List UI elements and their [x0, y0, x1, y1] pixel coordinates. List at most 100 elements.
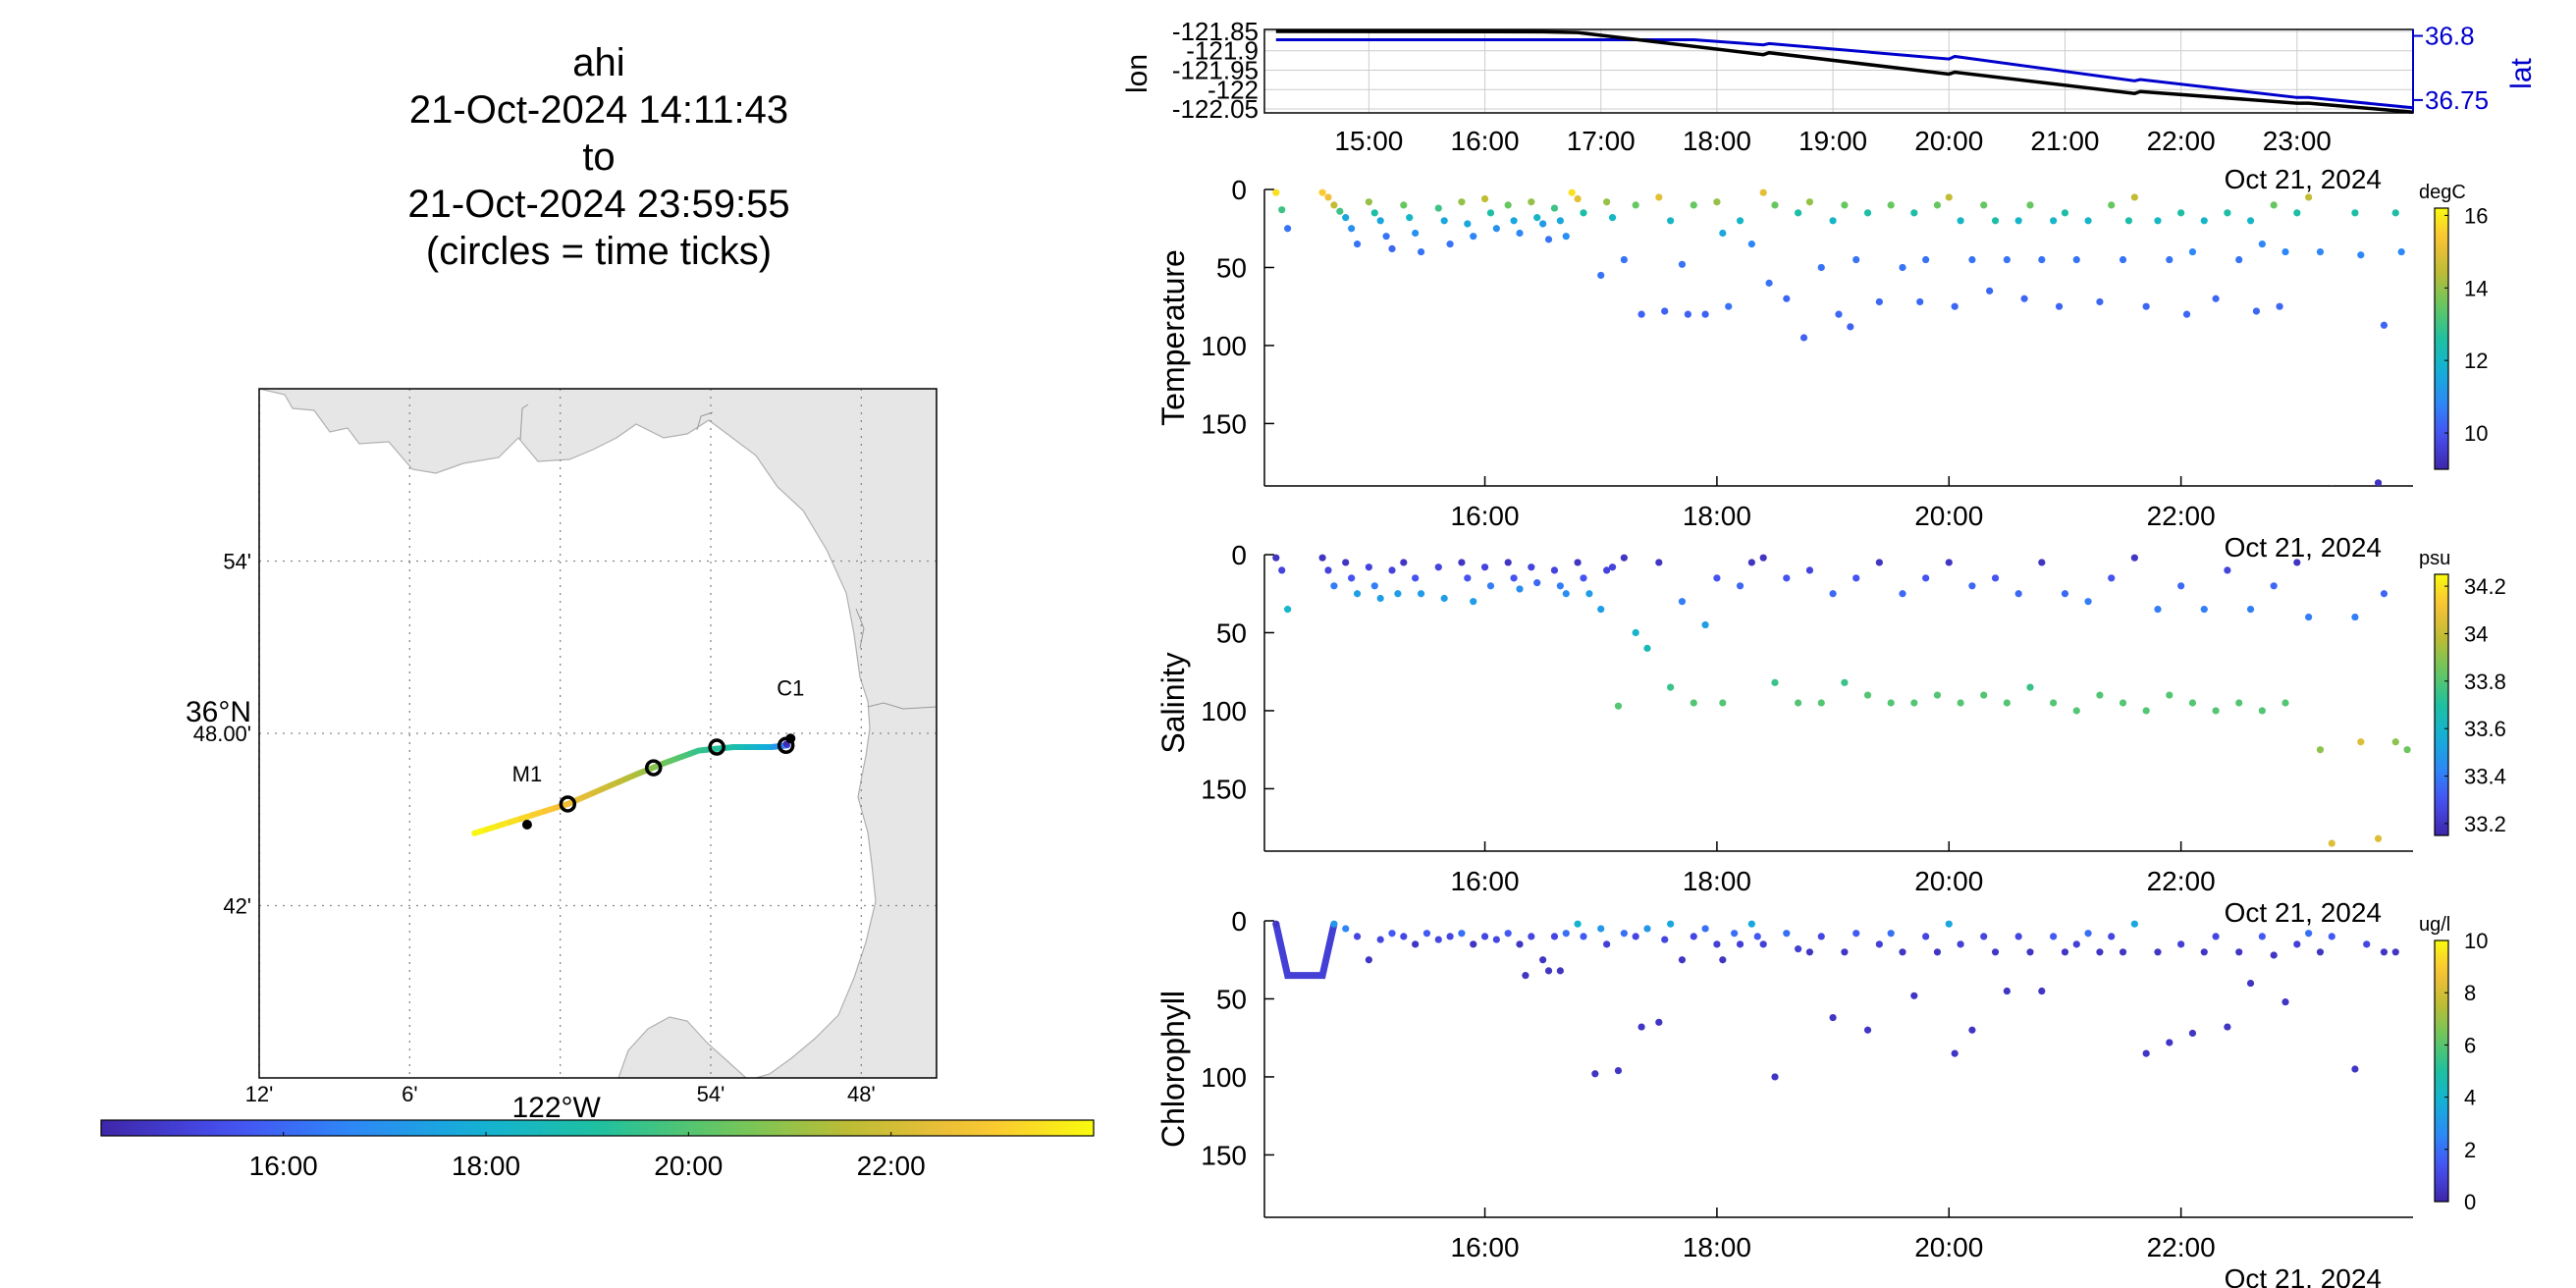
time-tick-circle	[644, 759, 663, 777]
chlorophyll-data-point	[1753, 933, 1761, 940]
salinity-data-point	[2357, 738, 2365, 746]
temperature-data-point	[2224, 209, 2231, 217]
salinity-data-point	[1667, 683, 1675, 691]
temperature-colorbar-tick-label: 12	[2464, 349, 2488, 373]
temperature-units-label: degC	[2419, 182, 2466, 203]
chlorophyll-data-point	[1910, 992, 1918, 999]
temperature-data-point	[1719, 229, 1727, 238]
temperature-colorbar-tick-label: 10	[2464, 421, 2488, 446]
temperature-data-point	[1852, 255, 1860, 264]
salinity-data-point	[2166, 691, 2174, 699]
salinity-data-point	[1504, 559, 1512, 566]
temperature-data-point	[1370, 209, 1378, 217]
salinity-data-point	[1841, 678, 1849, 686]
chlorophyll-data-point	[1353, 933, 1362, 940]
temperature-data-point	[1620, 255, 1628, 264]
chlorophyll-data-point	[2166, 1039, 2174, 1046]
map-lat-tick-label: 54'	[223, 550, 251, 574]
salinity-data-point	[1922, 574, 1930, 582]
temperature-data-point	[1318, 188, 1326, 196]
chlorophyll-data-point	[1887, 930, 1895, 938]
chlorophyll-ylabel: Chlorophyll	[1155, 991, 1191, 1148]
chlorophyll-data-point	[2154, 948, 2162, 956]
salinity-data-point	[1574, 559, 1582, 566]
temperature-data-point	[2055, 302, 2064, 310]
temperature-data-point	[1492, 225, 1500, 233]
salinity-data-point	[1324, 566, 1332, 574]
chlorophyll-data-point	[1376, 936, 1384, 943]
chlorophyll-data-point	[1783, 930, 1791, 938]
chlorophyll-data-point	[1747, 920, 1755, 928]
salinity-data-point	[1365, 564, 1372, 571]
figure-title: ahi 21-Oct-2024 14:11:43 to 21-Oct-2024 …	[226, 39, 972, 275]
temperature-data-point	[1516, 229, 1524, 238]
chlorophyll-data-point	[1632, 933, 1639, 940]
chlorophyll-data-point	[1516, 940, 1524, 948]
chlorophyll-data-point	[1480, 933, 1489, 940]
salinity-data-point	[2235, 699, 2243, 707]
chlorophyll-data-point	[1446, 933, 1454, 940]
chlorophyll-colorbar-tick-label: 8	[2464, 981, 2476, 1005]
map-lon-tick-label: 6'	[402, 1082, 417, 1106]
chlorophyll-data-point	[2270, 951, 2278, 959]
station-label: C1	[777, 675, 804, 700]
temperature-data-point	[1574, 194, 1582, 203]
salinity-data-point	[1376, 594, 1384, 603]
salinity-data-point	[1464, 574, 1472, 582]
temperature-data-point	[2212, 295, 2220, 302]
temperature-x-tick-label: 18:00	[1683, 501, 1751, 531]
lonlat-lat-tick-label: 36.8	[2425, 22, 2475, 51]
chlorophyll-data-point	[1492, 936, 1500, 943]
river-line	[696, 411, 714, 431]
map-lon-tick-label: 54'	[697, 1082, 725, 1106]
title-to: to	[582, 135, 616, 179]
lonlat-x-tick-label: 23:00	[2263, 126, 2332, 156]
chlorophyll-data-point	[1470, 940, 1477, 948]
temperature-data-point	[1284, 225, 1292, 233]
temperature-colorbar	[2434, 207, 2449, 470]
temperature-data-point	[2200, 217, 2208, 225]
temperature-data-point	[1603, 198, 1611, 206]
chlorophyll-data-point	[1400, 933, 1408, 940]
salinity-data-point	[2072, 707, 2080, 715]
salinity-ylabel: Salinity	[1155, 652, 1191, 753]
temperature-y-tick-label: 100	[1201, 331, 1247, 361]
salinity-data-point	[1342, 559, 1350, 566]
map-lat-tick-label: 42'	[223, 894, 251, 919]
salinity-data-point	[1614, 702, 1623, 710]
title-end-time: 21-Oct-2024 23:59:55	[407, 183, 790, 226]
salinity-colorbar-tick-label: 33.8	[2464, 670, 2506, 694]
map-frame	[258, 388, 938, 1079]
temperature-points	[1272, 188, 2405, 486]
temperature-data-point	[1330, 201, 1338, 209]
temperature-y-tick-label: 150	[1201, 408, 1247, 439]
temperature-data-point	[1597, 271, 1605, 280]
salinity-data-point	[2212, 707, 2220, 715]
salinity-data-point	[1562, 590, 1570, 598]
temperature-data-point	[1568, 188, 1576, 196]
salinity-x-tick-label: 18:00	[1683, 866, 1751, 896]
chlorophyll-data-point	[1805, 948, 1814, 956]
temperature-data-point	[2130, 193, 2138, 201]
chlorophyll-data-point	[1272, 920, 1280, 928]
temperature-data-point	[2374, 479, 2383, 486]
lonlat-lon-tick-label: -121.95	[1172, 56, 1259, 85]
salinity-data-point	[2293, 559, 2301, 566]
chlorophyll-x-tick-label: 18:00	[1683, 1232, 1751, 1262]
salinity-data-point	[2351, 613, 2359, 621]
temperature-data-point	[1533, 214, 1541, 222]
temperature-data-point	[1713, 198, 1721, 206]
temperature-data-point	[2182, 310, 2191, 318]
chlorophyll-data-point	[1643, 925, 1651, 933]
chlorophyll-data-point	[2096, 948, 2104, 956]
chlorophyll-data-point	[1719, 956, 1727, 964]
chlorophyll-data-point	[1771, 1073, 1779, 1081]
chlorophyll-data-point	[1504, 930, 1512, 938]
temperature-data-point	[2142, 302, 2150, 310]
chlorophyll-data-point	[1731, 930, 1739, 938]
temperature-data-point	[2014, 217, 2022, 225]
temperature-data-point	[1406, 214, 1414, 222]
salinity-y-tick-label: 0	[1231, 540, 1247, 570]
map-lon-tick-label: 48'	[847, 1082, 876, 1106]
